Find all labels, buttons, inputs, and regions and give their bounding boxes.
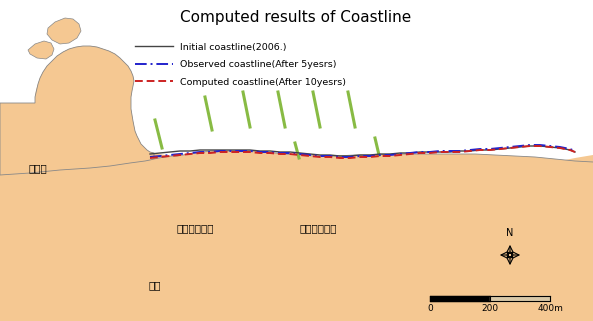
Text: 추천: 추천 (149, 280, 161, 290)
Polygon shape (0, 151, 593, 321)
Text: 궁초해수욕장: 궁초해수욕장 (176, 223, 213, 233)
Text: 400m: 400m (537, 304, 563, 313)
Legend: Initial coastline(2006.), Observed coastline(After 5yesrs), Computed coastline(A: Initial coastline(2006.), Observed coast… (135, 43, 346, 87)
Text: 궁초항: 궁초항 (28, 163, 47, 173)
Polygon shape (0, 0, 593, 166)
Polygon shape (47, 18, 81, 44)
Polygon shape (0, 46, 154, 321)
Text: N: N (506, 228, 514, 238)
Text: 0: 0 (427, 304, 433, 313)
Text: 원평해수욕장: 원평해수욕장 (299, 223, 337, 233)
Text: 200: 200 (482, 304, 499, 313)
Polygon shape (28, 41, 54, 59)
Text: Computed results of Coastline: Computed results of Coastline (180, 10, 412, 25)
